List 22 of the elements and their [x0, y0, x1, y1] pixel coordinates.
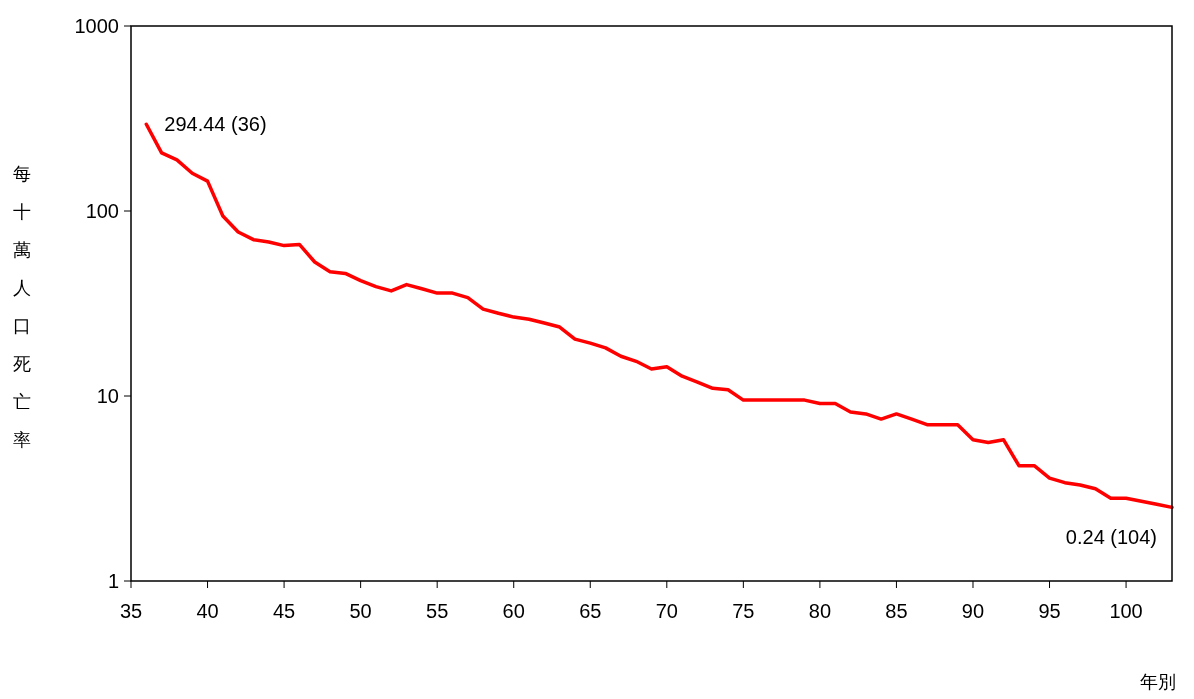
x-tick-label: 55 [426, 600, 449, 622]
y-tick-label: 100 [85, 200, 119, 222]
x-tick-label: 35 [119, 600, 143, 622]
x-axis-title: 年別 [1140, 672, 1176, 692]
annotation: 0.24 (104) [1065, 526, 1157, 548]
y-tick-label: 1000 [74, 15, 119, 37]
y-axis-title: 每十萬人口死亡率 [13, 164, 31, 450]
x-tick-label: 50 [349, 600, 372, 622]
x-tick-label: 60 [502, 600, 525, 622]
x-tick-label: 90 [961, 600, 985, 622]
y-tick-label: 1 [107, 570, 119, 592]
x-tick-label: 100 [1109, 600, 1143, 622]
annotation: 294.44 (36) [164, 113, 267, 136]
x-tick-label: 85 [885, 600, 908, 622]
x-tick-label: 45 [272, 600, 296, 622]
x-tick-label: 95 [1038, 600, 1061, 622]
x-tick-label: 65 [579, 600, 602, 622]
x-tick-label: 40 [196, 600, 219, 622]
x-tick-label: 75 [732, 600, 755, 622]
y-tick-label: 10 [96, 385, 119, 407]
x-tick-label: 70 [655, 600, 678, 622]
x-tick-label: 80 [808, 600, 832, 622]
